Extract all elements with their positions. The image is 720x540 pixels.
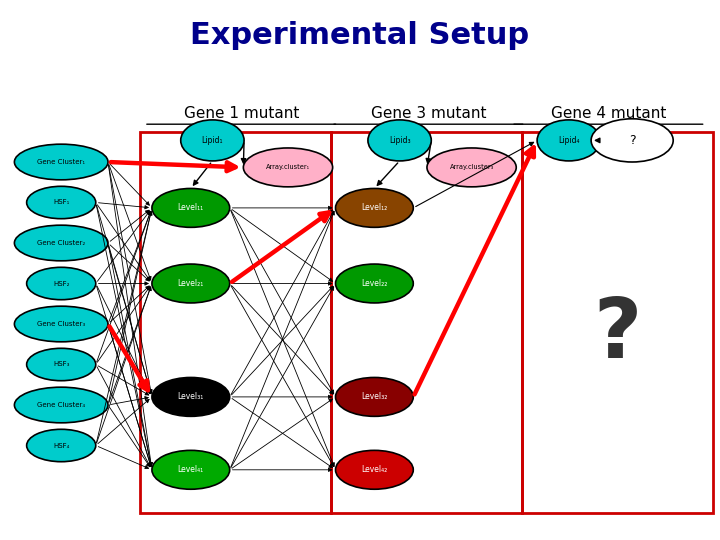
- Ellipse shape: [181, 120, 244, 161]
- Ellipse shape: [27, 348, 96, 381]
- Ellipse shape: [27, 429, 96, 462]
- Text: Array.cluster₁: Array.cluster₁: [266, 164, 310, 171]
- Text: ?: ?: [593, 294, 642, 375]
- Text: Gene 4 mutant: Gene 4 mutant: [551, 106, 666, 122]
- Text: HSF₁: HSF₁: [53, 199, 69, 206]
- Text: Gene Cluster₂: Gene Cluster₂: [37, 240, 86, 246]
- Text: Gene Cluster₁: Gene Cluster₁: [37, 159, 85, 165]
- Ellipse shape: [27, 186, 96, 219]
- Text: Level₄₂: Level₄₂: [361, 465, 387, 474]
- Ellipse shape: [14, 225, 108, 261]
- Ellipse shape: [336, 377, 413, 416]
- Text: Gene Cluster₃: Gene Cluster₃: [37, 321, 85, 327]
- Ellipse shape: [336, 188, 413, 227]
- Ellipse shape: [336, 264, 413, 303]
- Text: Level₂₁: Level₂₁: [178, 279, 204, 288]
- Text: Array.cluster₃: Array.cluster₃: [449, 164, 494, 171]
- Ellipse shape: [243, 148, 333, 187]
- Text: Lipid₁: Lipid₁: [202, 136, 223, 145]
- Ellipse shape: [336, 450, 413, 489]
- Text: Gene 1 mutant: Gene 1 mutant: [184, 106, 299, 122]
- Ellipse shape: [14, 306, 108, 342]
- Text: Level₂₂: Level₂₂: [361, 279, 387, 288]
- Ellipse shape: [14, 144, 108, 180]
- Ellipse shape: [368, 120, 431, 161]
- Text: Level₃₁: Level₃₁: [178, 393, 204, 401]
- Text: Lipid₃: Lipid₃: [389, 136, 410, 145]
- Ellipse shape: [27, 267, 96, 300]
- Ellipse shape: [152, 450, 230, 489]
- Ellipse shape: [152, 377, 230, 416]
- Ellipse shape: [152, 188, 230, 227]
- Text: Gene 3 mutant: Gene 3 mutant: [371, 106, 486, 122]
- Text: Gene Cluster₄: Gene Cluster₄: [37, 402, 85, 408]
- Ellipse shape: [152, 264, 230, 303]
- Text: Experimental Setup: Experimental Setup: [190, 21, 530, 50]
- Text: Level₄₁: Level₄₁: [178, 465, 204, 474]
- Text: HSF₂: HSF₂: [53, 280, 69, 287]
- Text: Lipid₄: Lipid₄: [558, 136, 580, 145]
- Text: HSF₄: HSF₄: [53, 442, 69, 449]
- Text: ?: ?: [629, 134, 636, 147]
- Ellipse shape: [591, 119, 673, 162]
- Ellipse shape: [537, 120, 600, 161]
- Ellipse shape: [427, 148, 516, 187]
- Text: Level₁₂: Level₁₂: [361, 204, 387, 212]
- Ellipse shape: [14, 387, 108, 423]
- Text: Level₁₁: Level₁₁: [178, 204, 204, 212]
- Text: HSF₃: HSF₃: [53, 361, 69, 368]
- Text: Level₃₂: Level₃₂: [361, 393, 387, 401]
